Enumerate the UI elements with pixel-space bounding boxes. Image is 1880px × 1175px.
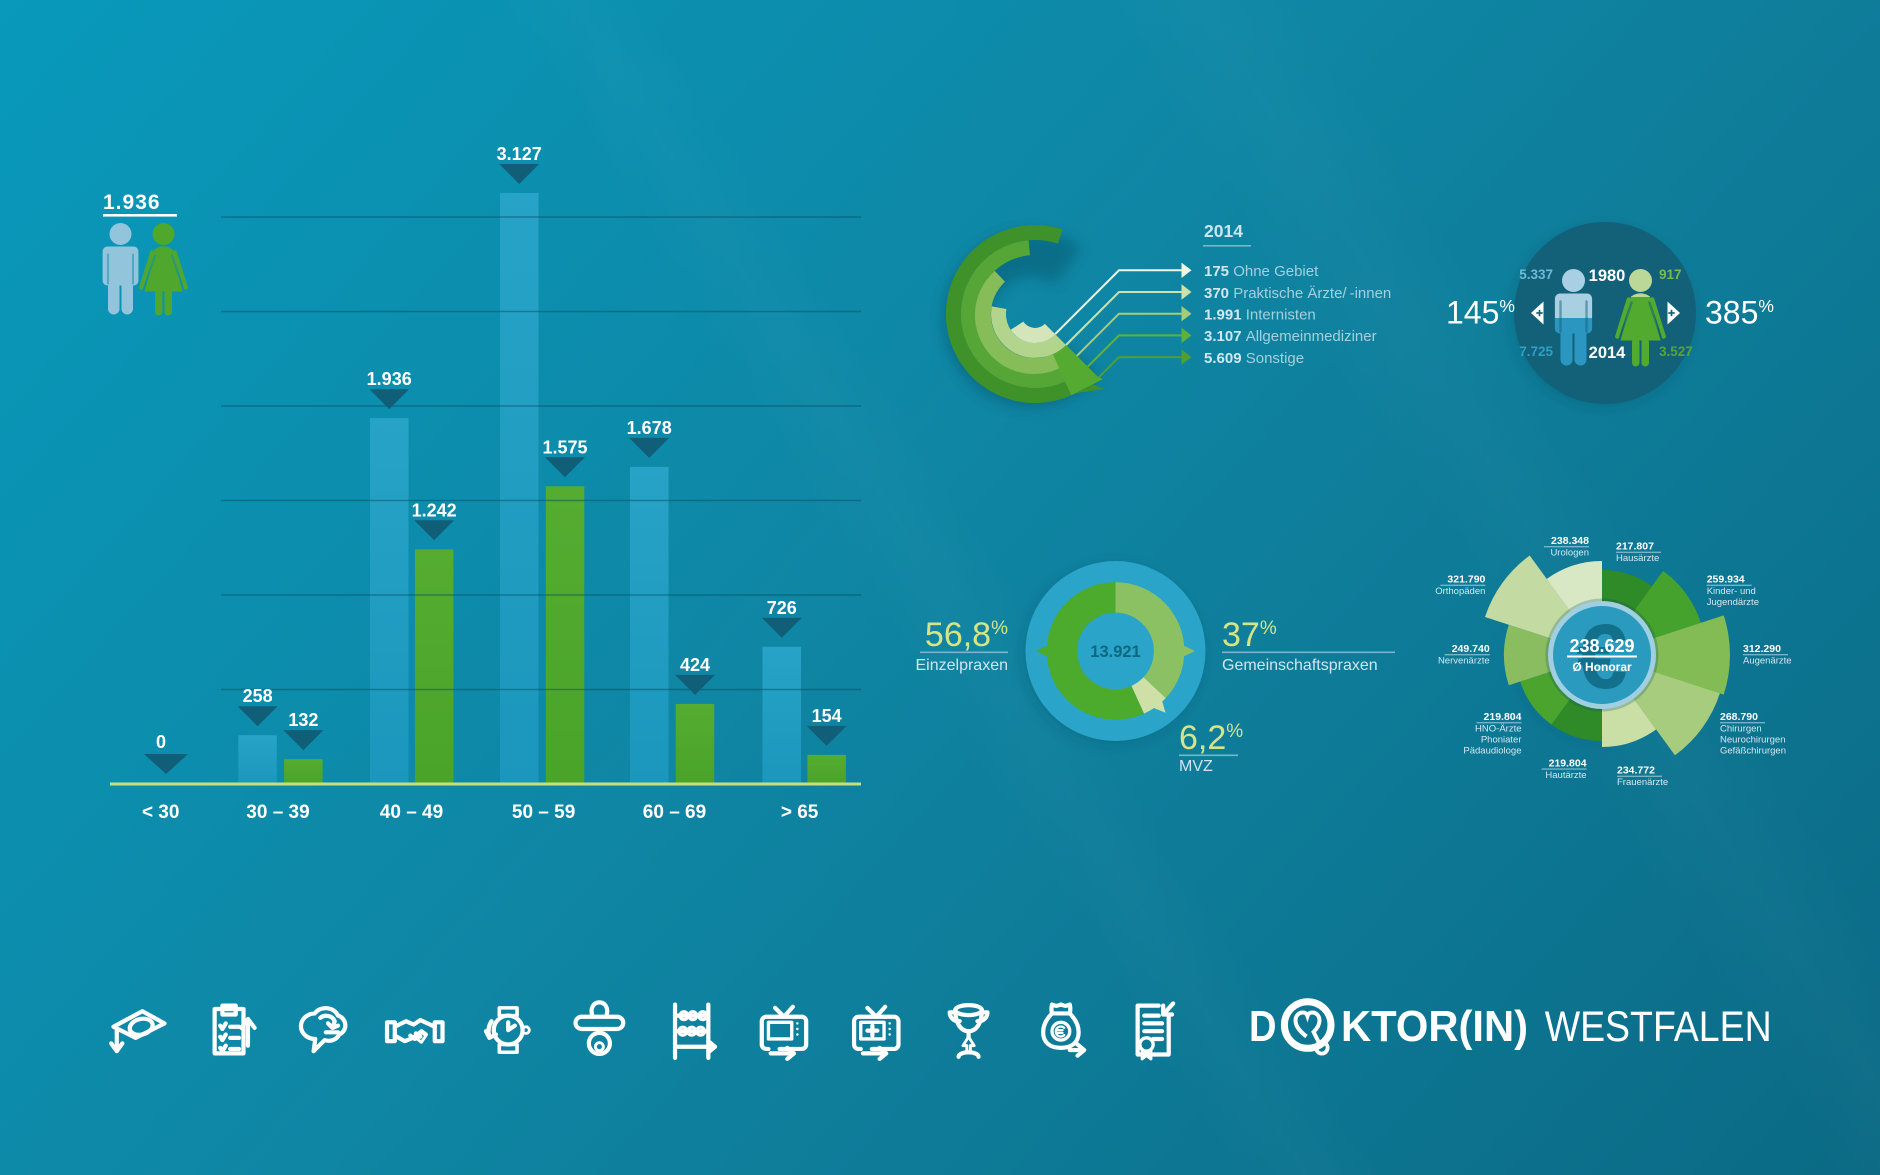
svg-text:WESTFALEN: WESTFALEN (1545, 1003, 1772, 1051)
svg-text:6,2%: 6,2% (1179, 719, 1243, 757)
svg-text:249.740: 249.740 (1452, 643, 1490, 655)
svg-text:234.772: 234.772 (1617, 765, 1655, 777)
svg-text:1.936: 1.936 (103, 191, 161, 214)
svg-text:1.936: 1.936 (367, 369, 412, 389)
svg-text:3.107 Allgemeinmediziner: 3.107 Allgemeinmediziner (1204, 328, 1377, 345)
svg-text:1.991 Internisten: 1.991 Internisten (1204, 307, 1316, 324)
svg-text:D: D (1249, 1003, 1277, 1051)
svg-text:Frauenärzte: Frauenärzte (1617, 777, 1668, 788)
svg-text:0: 0 (156, 732, 166, 752)
svg-text:Hautärzte: Hautärzte (1545, 770, 1586, 781)
svg-text:154: 154 (812, 706, 842, 726)
svg-text:MVZ: MVZ (1179, 758, 1213, 775)
svg-text:726: 726 (767, 598, 797, 618)
svg-text:312.290: 312.290 (1743, 643, 1781, 655)
svg-text:132: 132 (288, 710, 318, 730)
svg-text:5.337: 5.337 (1519, 267, 1553, 282)
svg-text:175 Ohne Gebiet: 175 Ohne Gebiet (1204, 263, 1319, 280)
svg-text:7.725: 7.725 (1519, 344, 1553, 359)
svg-text:917: 917 (1659, 267, 1682, 282)
svg-text:238.348: 238.348 (1551, 535, 1589, 547)
svg-text:Einzelpraxen: Einzelpraxen (916, 657, 1009, 674)
svg-text:Chirurgen: Chirurgen (1720, 724, 1762, 735)
svg-text:2014: 2014 (1204, 221, 1243, 241)
svg-text:385%: 385% (1705, 295, 1774, 331)
svg-text:259.934: 259.934 (1707, 574, 1745, 586)
svg-text:1.242: 1.242 (412, 500, 457, 520)
svg-text:1980: 1980 (1589, 267, 1626, 285)
svg-text:40 – 49: 40 – 49 (380, 802, 443, 823)
svg-text:3.527: 3.527 (1659, 344, 1693, 359)
svg-text:Neurochirurgen: Neurochirurgen (1720, 735, 1785, 746)
svg-text:< 30: < 30 (142, 802, 180, 823)
svg-text:Orthopäden: Orthopäden (1435, 586, 1485, 597)
svg-text:Hausärzte: Hausärzte (1616, 553, 1659, 564)
svg-text:3.127: 3.127 (497, 144, 542, 164)
svg-text:217.807: 217.807 (1616, 541, 1654, 553)
svg-text:219.804: 219.804 (1484, 711, 1522, 723)
svg-text:321.790: 321.790 (1447, 574, 1485, 586)
svg-text:13.921: 13.921 (1090, 643, 1140, 661)
svg-text:50 – 59: 50 – 59 (512, 802, 575, 823)
svg-text:Kinder- und: Kinder- und (1707, 586, 1756, 597)
svg-text:30 – 39: 30 – 39 (246, 802, 309, 823)
svg-text:Augenärzte: Augenärzte (1743, 656, 1792, 667)
svg-text:2014: 2014 (1589, 344, 1627, 362)
svg-text:60 – 69: 60 – 69 (643, 802, 706, 823)
svg-text:1.678: 1.678 (627, 418, 672, 438)
svg-text:Nervenärzte: Nervenärzte (1438, 656, 1490, 667)
svg-text:KTOR(IN): KTOR(IN) (1341, 1003, 1528, 1051)
svg-text:> 65: > 65 (781, 802, 819, 823)
svg-text:268.790: 268.790 (1720, 711, 1758, 723)
svg-text:370 Praktische Ärzte/ -innen: 370 Praktische Ärzte/ -innen (1204, 285, 1391, 302)
svg-text:Urologen: Urologen (1550, 548, 1589, 559)
svg-text:Gefäßchirurgen: Gefäßchirurgen (1720, 746, 1786, 757)
svg-text:424: 424 (680, 655, 710, 675)
svg-text:145%: 145% (1446, 295, 1515, 331)
svg-text:Phoniater: Phoniater (1481, 735, 1522, 746)
svg-text:Ø Honorar: Ø Honorar (1572, 660, 1632, 674)
svg-text:Pädaudiologe: Pädaudiologe (1463, 746, 1521, 757)
svg-text:56,8%: 56,8% (925, 616, 1008, 654)
svg-text:258: 258 (243, 686, 273, 706)
svg-text:HNO-Ärzte: HNO-Ärzte (1475, 724, 1521, 735)
svg-text:5.609 Sonstige: 5.609 Sonstige (1204, 350, 1304, 367)
svg-text:Gemeinschaftspraxen: Gemeinschaftspraxen (1222, 657, 1378, 674)
svg-text:37%: 37% (1222, 616, 1277, 654)
svg-text:219.804: 219.804 (1549, 757, 1587, 769)
svg-text:1.575: 1.575 (542, 437, 587, 457)
svg-text:238.629: 238.629 (1569, 636, 1634, 656)
svg-text:Jugendärzte: Jugendärzte (1707, 597, 1759, 608)
